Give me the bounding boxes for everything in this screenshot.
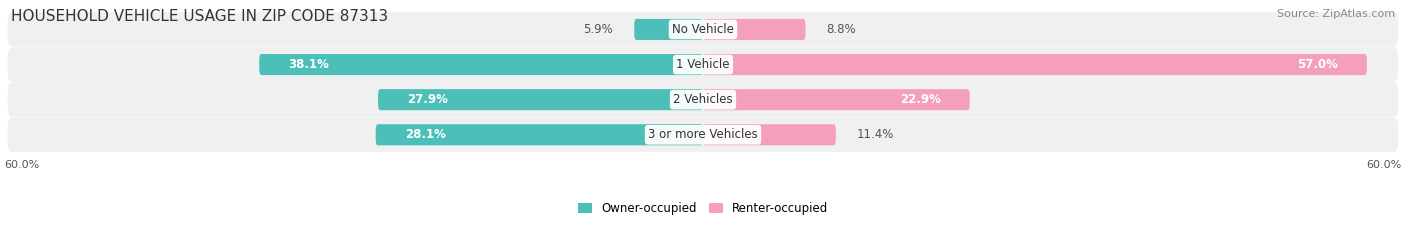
Text: 28.1%: 28.1%	[405, 128, 446, 141]
Text: 1 Vehicle: 1 Vehicle	[676, 58, 730, 71]
Text: 38.1%: 38.1%	[288, 58, 329, 71]
FancyBboxPatch shape	[259, 54, 703, 75]
FancyBboxPatch shape	[703, 19, 806, 40]
Text: 2 Vehicles: 2 Vehicles	[673, 93, 733, 106]
Text: 60.0%: 60.0%	[4, 160, 39, 170]
FancyBboxPatch shape	[703, 89, 970, 110]
Text: 60.0%: 60.0%	[1367, 160, 1402, 170]
Text: 5.9%: 5.9%	[583, 23, 613, 36]
Text: 22.9%: 22.9%	[900, 93, 941, 106]
FancyBboxPatch shape	[634, 19, 703, 40]
Text: 11.4%: 11.4%	[856, 128, 894, 141]
Text: 57.0%: 57.0%	[1296, 58, 1337, 71]
FancyBboxPatch shape	[375, 124, 703, 145]
FancyBboxPatch shape	[703, 124, 835, 145]
Text: 8.8%: 8.8%	[827, 23, 856, 36]
Text: 3 or more Vehicles: 3 or more Vehicles	[648, 128, 758, 141]
FancyBboxPatch shape	[7, 47, 1399, 82]
FancyBboxPatch shape	[7, 12, 1399, 47]
Legend: Owner-occupied, Renter-occupied: Owner-occupied, Renter-occupied	[572, 197, 834, 220]
Text: 27.9%: 27.9%	[408, 93, 449, 106]
FancyBboxPatch shape	[7, 82, 1399, 117]
Text: No Vehicle: No Vehicle	[672, 23, 734, 36]
Text: Source: ZipAtlas.com: Source: ZipAtlas.com	[1277, 9, 1395, 19]
FancyBboxPatch shape	[703, 54, 1367, 75]
FancyBboxPatch shape	[7, 117, 1399, 152]
FancyBboxPatch shape	[378, 89, 703, 110]
Text: HOUSEHOLD VEHICLE USAGE IN ZIP CODE 87313: HOUSEHOLD VEHICLE USAGE IN ZIP CODE 8731…	[11, 9, 388, 24]
